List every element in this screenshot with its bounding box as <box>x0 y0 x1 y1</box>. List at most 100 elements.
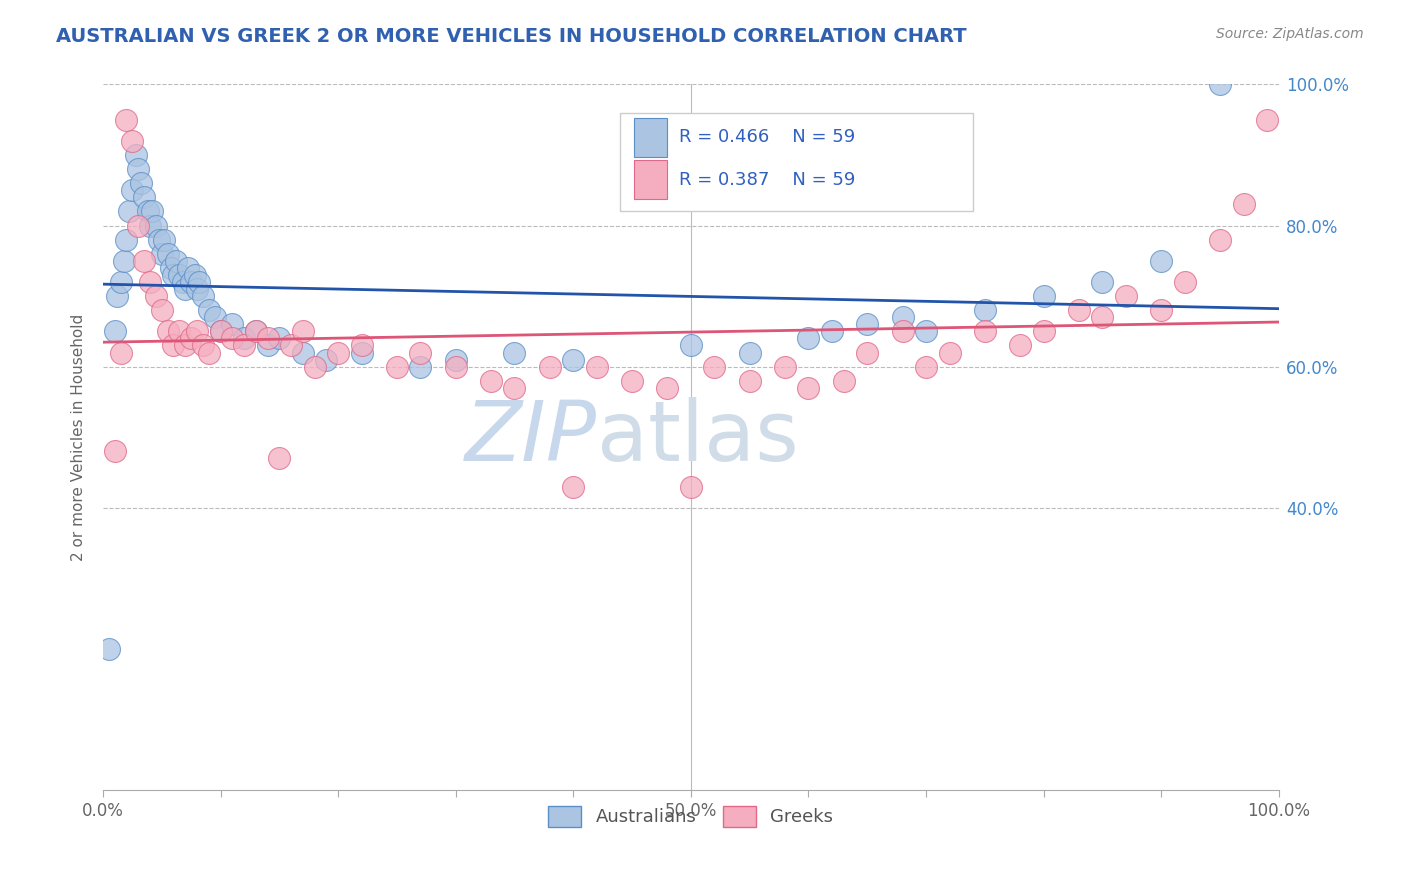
Point <box>409 345 432 359</box>
Point <box>105 289 128 303</box>
Point <box>183 268 205 282</box>
Point <box>174 338 197 352</box>
Bar <box>634 118 668 157</box>
Point <box>139 275 162 289</box>
Point <box>186 282 208 296</box>
Point <box>1010 338 1032 352</box>
Point <box>233 338 256 352</box>
Point <box>221 318 243 332</box>
Point <box>503 381 526 395</box>
Point <box>145 289 167 303</box>
Point <box>973 303 995 318</box>
Point <box>127 162 149 177</box>
Point <box>112 253 135 268</box>
Point <box>703 359 725 374</box>
Point <box>1115 289 1137 303</box>
Point <box>679 479 702 493</box>
Point <box>503 345 526 359</box>
Point <box>1256 112 1278 127</box>
Point <box>104 324 127 338</box>
Point <box>174 282 197 296</box>
Point <box>169 324 191 338</box>
Point <box>191 289 214 303</box>
Point <box>562 479 585 493</box>
Text: atlas: atlas <box>596 397 799 478</box>
Point <box>125 148 148 162</box>
Point <box>209 324 232 338</box>
Point <box>326 345 349 359</box>
Point <box>162 268 184 282</box>
Point <box>148 233 170 247</box>
Point <box>1150 303 1173 318</box>
Point <box>129 176 152 190</box>
Point <box>938 345 960 359</box>
Text: AUSTRALIAN VS GREEK 2 OR MORE VEHICLES IN HOUSEHOLD CORRELATION CHART: AUSTRALIAN VS GREEK 2 OR MORE VEHICLES I… <box>56 27 967 45</box>
Point <box>245 324 267 338</box>
Text: R = 0.387    N = 59: R = 0.387 N = 59 <box>679 170 855 189</box>
Point <box>562 352 585 367</box>
Point <box>1232 197 1254 211</box>
Point <box>1091 310 1114 325</box>
Point <box>162 338 184 352</box>
Point <box>188 275 211 289</box>
Point <box>856 345 879 359</box>
Point <box>191 338 214 352</box>
Point <box>269 331 291 345</box>
Point <box>1174 275 1197 289</box>
Point <box>738 345 761 359</box>
Point <box>160 260 183 275</box>
Point <box>180 275 202 289</box>
Point <box>132 190 155 204</box>
Point <box>538 359 561 374</box>
Point <box>209 324 232 338</box>
Point <box>385 359 408 374</box>
Point <box>915 324 938 338</box>
Text: R = 0.466    N = 59: R = 0.466 N = 59 <box>679 128 855 146</box>
Point <box>821 324 844 338</box>
Point <box>291 345 314 359</box>
Point <box>150 303 173 318</box>
Point <box>132 253 155 268</box>
Point <box>145 219 167 233</box>
Y-axis label: 2 or more Vehicles in Household: 2 or more Vehicles in Household <box>72 314 86 561</box>
Point <box>1067 303 1090 318</box>
Point <box>773 359 796 374</box>
Point <box>444 352 467 367</box>
Point <box>280 338 302 352</box>
Point <box>657 381 679 395</box>
Point <box>121 183 143 197</box>
Point <box>409 359 432 374</box>
Point <box>1091 275 1114 289</box>
Point <box>115 233 138 247</box>
Point <box>115 112 138 127</box>
Point <box>269 451 291 466</box>
Legend: Australians, Greeks: Australians, Greeks <box>541 798 841 834</box>
Point <box>156 246 179 260</box>
Point <box>621 374 644 388</box>
Point <box>141 204 163 219</box>
Point <box>315 352 337 367</box>
Point <box>1209 78 1232 92</box>
Point <box>118 204 141 219</box>
Point <box>304 359 326 374</box>
Point <box>256 338 278 352</box>
Point <box>256 331 278 345</box>
Point <box>973 324 995 338</box>
Point <box>891 310 914 325</box>
Point <box>856 318 879 332</box>
Point <box>245 324 267 338</box>
Point <box>204 310 226 325</box>
Point <box>679 338 702 352</box>
Point <box>797 331 820 345</box>
Point <box>832 374 855 388</box>
Point <box>221 331 243 345</box>
Point <box>176 260 198 275</box>
Point <box>291 324 314 338</box>
Point <box>891 324 914 338</box>
Point <box>350 338 373 352</box>
Point <box>127 219 149 233</box>
Point <box>156 324 179 338</box>
Point <box>350 345 373 359</box>
Point <box>1209 233 1232 247</box>
Point <box>104 444 127 458</box>
